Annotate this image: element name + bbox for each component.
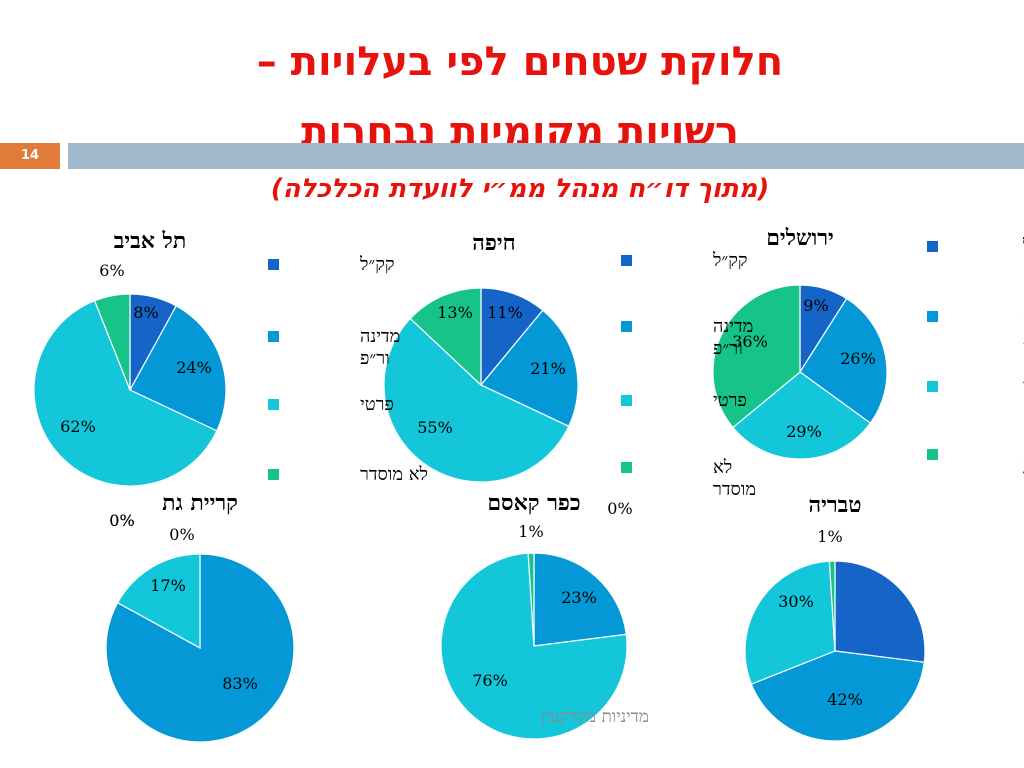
- legend-swatch: [268, 259, 279, 270]
- legend-label: לא מוסדר: [360, 464, 428, 485]
- pie-slice: [93, 293, 131, 391]
- pie-label: 55%: [417, 418, 453, 437]
- legend-label: קק״ל: [712, 250, 748, 271]
- pie-label: 17%: [150, 576, 186, 595]
- pie-slice: [129, 305, 227, 432]
- pie-title: טבריה: [808, 492, 861, 518]
- pie-label: 8%: [133, 303, 158, 322]
- pie-slice: [732, 371, 872, 460]
- legend-label: ור״פ: [713, 338, 743, 359]
- legend-label: קק״ל: [359, 254, 395, 275]
- legend-label: מדינה: [360, 326, 400, 347]
- pie-title: ירושלים: [766, 225, 834, 251]
- pie-label: 6%: [99, 261, 124, 280]
- legend-swatch: [927, 311, 938, 322]
- legend-label: לא: [713, 457, 732, 478]
- pie-label: 1%: [817, 527, 842, 546]
- pie-label: 21%: [530, 359, 566, 378]
- pie-label: 76%: [472, 671, 508, 690]
- pie-slice: [33, 299, 218, 487]
- pie-slice: [799, 297, 888, 424]
- pie-label: 83%: [222, 674, 258, 693]
- pie-label: 0%: [109, 511, 134, 530]
- pie-slice: [712, 284, 801, 429]
- pie-label: 0%: [607, 499, 632, 518]
- pie-label: 23%: [561, 588, 597, 607]
- pie-slice: [750, 650, 925, 742]
- pie-chart: חיפה 11% 21% 55% 13%: [383, 230, 579, 483]
- pie-chart: כפר קאסם 0% 23% 76% 1%: [440, 490, 633, 740]
- pie-label: 26%: [840, 349, 876, 368]
- legend-label: קק״ל: [1022, 236, 1024, 257]
- pie-title: תל אביב: [114, 228, 186, 254]
- pie-label: 0%: [109, 511, 134, 530]
- legend-label: מוסדר: [713, 479, 756, 500]
- pie-label: 13%: [437, 303, 473, 322]
- legend-swatch: [268, 331, 279, 342]
- pie-label: 24%: [176, 358, 212, 377]
- pie-label: 9%: [803, 296, 828, 315]
- legend-swatch: [621, 255, 632, 266]
- legend-swatch: [927, 381, 938, 392]
- pie-slice: [383, 317, 570, 483]
- pie-label: 62%: [60, 417, 96, 436]
- legend-label: פרטי: [360, 394, 394, 415]
- legend-swatch: [268, 399, 279, 410]
- legend-swatch: [927, 449, 938, 460]
- accent-bar: [68, 143, 1024, 169]
- pie-title: כפר קאסם: [487, 490, 580, 516]
- pie-slice: [828, 560, 836, 652]
- pie-label: 29%: [786, 422, 822, 441]
- legend-swatch: [268, 469, 279, 480]
- pie-slice: [116, 553, 201, 650]
- pie-label: 30%: [778, 592, 814, 611]
- legend-label: פרטי: [713, 390, 747, 411]
- pie-slice: [533, 552, 627, 647]
- pie-slice: [409, 287, 482, 387]
- legend-swatch: [927, 241, 938, 252]
- slide-subtitle: (מתוך דו״ח מנהל ממ״י לוועדת הכלכלה): [270, 174, 770, 204]
- slide-title-line1: חלוקת שטחים לפי בעלויות –: [256, 39, 784, 85]
- pie-slice: [440, 552, 628, 740]
- legend-label: מדינה: [713, 316, 753, 337]
- pie-label: 11%: [487, 303, 523, 322]
- pie-chart: ירושלים 9% 26% 29% 36%: [712, 225, 888, 460]
- pie-title: חיפה: [472, 230, 515, 256]
- footer-text: מדיניות מקרקעין: [541, 707, 649, 727]
- legend-label: ור״פ: [360, 348, 390, 369]
- pie-slice: [834, 560, 926, 663]
- legend-swatch: [621, 321, 632, 332]
- pie-label: 0%: [169, 525, 194, 544]
- pie-slice: [527, 552, 535, 647]
- pie-slice: [480, 287, 544, 387]
- pie-slice: [480, 309, 579, 428]
- pie-slice: [744, 560, 836, 685]
- legend-swatch: [621, 395, 632, 406]
- pie-chart: טבריה 42% 30% 1%: [744, 492, 926, 742]
- slide-number: 14: [0, 143, 60, 169]
- pie-label: 1%: [518, 522, 543, 541]
- pie-label: 42%: [827, 690, 863, 709]
- pie-chart: תל אביב 8% 24% 62% 6%: [33, 228, 227, 487]
- pie-title: קריית גת: [162, 490, 238, 516]
- pie-label: 36%: [732, 332, 768, 351]
- pie-chart: קריית גת 0% 83% 17% 0%: [105, 490, 295, 743]
- legend-swatch: [621, 462, 632, 473]
